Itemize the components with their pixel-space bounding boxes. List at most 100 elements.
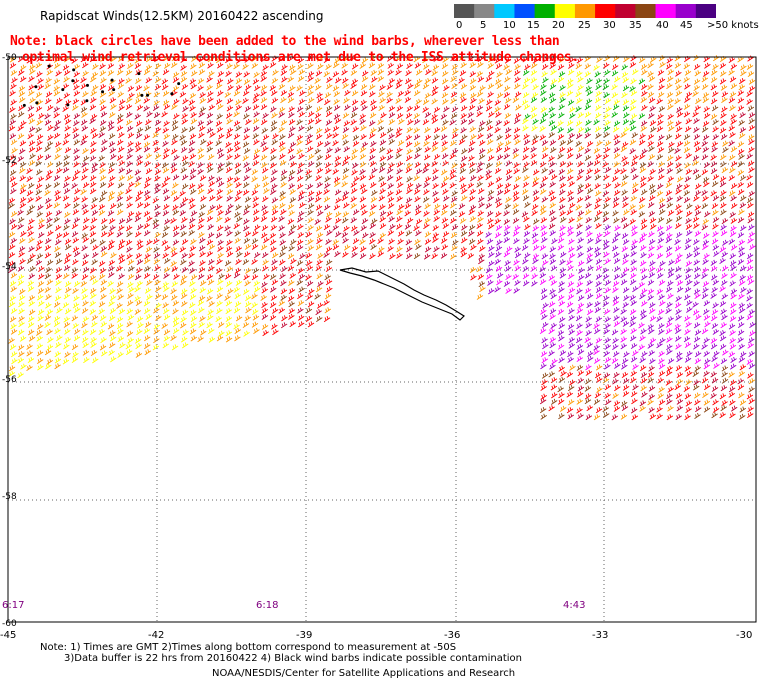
wind-barb (82, 349, 90, 356)
wind-barb (612, 343, 619, 351)
wind-barb (269, 61, 277, 68)
wind-barb (656, 140, 664, 148)
wind-barb (567, 225, 574, 232)
wind-barb (270, 246, 277, 253)
wind-barb (424, 126, 431, 134)
wind-barb (737, 105, 745, 112)
wind-barb (198, 307, 205, 314)
wind-barb (19, 188, 27, 195)
wind-barb (413, 141, 421, 148)
wind-barb (467, 111, 475, 118)
wind-barb (612, 286, 619, 293)
wind-barb (44, 113, 51, 120)
wind-barb (181, 127, 188, 134)
contamination-marker (34, 85, 38, 89)
wind-barb (594, 246, 601, 253)
wind-barb (470, 274, 477, 281)
wind-barb (693, 222, 700, 229)
wind-barb (342, 190, 350, 197)
wind-barb (45, 211, 53, 218)
wind-barb (685, 210, 693, 217)
wind-barb (136, 190, 144, 197)
wind-barb (110, 153, 117, 160)
wind-barb (594, 306, 602, 313)
wind-barb (675, 90, 683, 97)
wind-barb (639, 400, 647, 407)
wind-barb (351, 99, 359, 106)
wind-barb (315, 174, 322, 181)
wind-barb (242, 288, 250, 295)
wind-barb (738, 307, 746, 314)
wind-barb (9, 175, 17, 183)
wind-barb (9, 106, 16, 113)
wind-barb (207, 314, 214, 321)
wind-barb (80, 77, 87, 84)
wind-barb (604, 316, 611, 323)
wind-barb (37, 315, 44, 322)
wind-barb (423, 154, 431, 161)
wind-barb (541, 63, 549, 70)
wind-barb (38, 218, 45, 225)
wind-barb (693, 117, 700, 125)
wind-barb (656, 225, 664, 232)
wind-barb (317, 63, 324, 70)
wind-barb (674, 78, 682, 85)
wind-barb (530, 112, 538, 120)
wind-barb (702, 287, 709, 294)
wind-barb (200, 138, 207, 146)
wind-barb (747, 237, 754, 244)
wind-barb (531, 92, 539, 99)
wind-barb (577, 237, 584, 244)
contamination-marker (110, 78, 114, 82)
wind-barb (686, 252, 693, 259)
wind-barb (207, 90, 214, 98)
wind-barb (478, 187, 485, 195)
wind-barb (335, 197, 342, 204)
wind-barb (55, 161, 63, 168)
wind-barb (225, 141, 232, 148)
wind-barb (468, 195, 476, 202)
wind-barb (226, 176, 234, 183)
wind-barb (197, 153, 205, 160)
wind-barb (45, 183, 52, 190)
wind-barb (620, 216, 628, 223)
wind-barb (36, 119, 43, 126)
wind-barb (648, 271, 656, 279)
wind-barb (676, 371, 684, 379)
wind-barb (720, 119, 727, 127)
wind-barb (181, 300, 188, 307)
wind-barb (262, 329, 269, 337)
wind-barb (424, 238, 432, 245)
wind-barb (135, 299, 143, 307)
wind-barb (405, 78, 412, 85)
wind-barb (449, 209, 457, 216)
wind-barb (378, 91, 385, 98)
wind-barb (532, 180, 539, 187)
wind-barb (541, 167, 548, 174)
wind-barb (622, 390, 630, 397)
wind-barb (162, 252, 169, 259)
wind-barb (35, 91, 43, 98)
wind-barb (332, 62, 340, 69)
wind-barb (729, 337, 736, 344)
wind-barb (641, 90, 648, 97)
wind-barb (640, 377, 648, 384)
wind-barb (261, 161, 268, 169)
wind-barb (44, 119, 52, 126)
wind-barb (604, 287, 612, 294)
wind-barb (8, 125, 16, 132)
wind-barb (179, 190, 186, 197)
wind-barb (676, 279, 684, 287)
wind-barb (137, 224, 144, 231)
wind-barb (9, 62, 17, 69)
wind-barb (737, 258, 745, 265)
wind-barb (595, 264, 603, 271)
wind-barb (127, 85, 135, 92)
wind-barb (379, 188, 386, 195)
wind-barb (730, 293, 737, 300)
wind-barb (262, 64, 269, 71)
contamination-marker (170, 92, 174, 96)
wind-barb (343, 202, 350, 209)
wind-barb (325, 279, 333, 286)
wind-barb (172, 182, 179, 189)
